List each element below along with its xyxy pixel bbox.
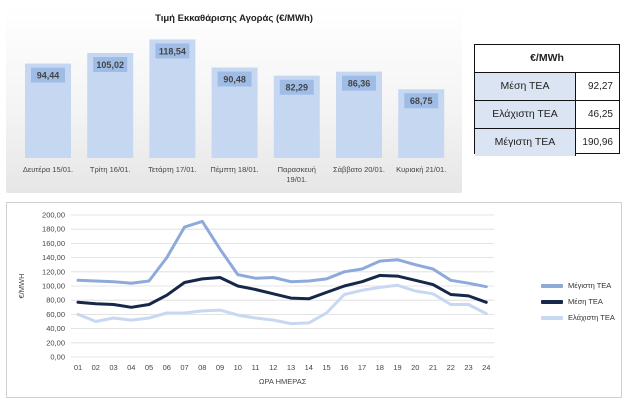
series-line-max xyxy=(76,219,488,289)
series-line-mean xyxy=(76,273,488,309)
bar-chart: 94,44 Δευτέρα 15/01. 105,02 Τρίτη 16/01. 118… xyxy=(23,39,446,184)
series-line-min xyxy=(76,283,488,326)
bar-value-box xyxy=(279,79,314,95)
bar-value-box xyxy=(217,71,252,87)
x-tick-label: 06 xyxy=(163,363,171,372)
bar-value-box xyxy=(31,67,65,83)
stats-row-label: Ελάχιστη ΤΕΑ xyxy=(475,101,576,128)
x-tick-label: 05 xyxy=(145,363,153,372)
bar-category-label: Σάββατο 20/01. xyxy=(333,165,385,174)
x-tick-label: 03 xyxy=(109,363,117,372)
y-tick-label: 200,00 xyxy=(42,211,65,220)
x-tick-label: 02 xyxy=(92,363,100,372)
bar-value-label: 82,29 xyxy=(286,83,309,93)
x-tick-label: 11 xyxy=(252,363,260,372)
y-tick-label: 60,00 xyxy=(46,310,65,319)
stats-table: €/MWh Μέση ΤΕΑ 92,27 Ελάχιστη ΤΕΑ 46,25 … xyxy=(474,44,620,156)
x-axis-title: ΩΡΑ ΗΜΕΡΑΣ xyxy=(259,377,307,386)
x-tick-label: 09 xyxy=(216,363,224,372)
stats-row-value: 190,96 xyxy=(582,137,613,148)
y-tick-label: 80,00 xyxy=(46,296,65,305)
bar-value-box xyxy=(155,43,190,59)
bar-category-label: Πέμπτη 18/01. xyxy=(210,165,258,174)
line-chart: 0,00 20,00 40,00 60,00 80,00 100,00 120,00 140,… xyxy=(17,211,495,386)
y-tick-label: 40,00 xyxy=(46,324,65,333)
bar-chart-panel: Τιμή Εκκαθάρισης Αγοράς (€/MWh) 94,44 Δευ… xyxy=(6,6,462,193)
bar-chart-title: Τιμή Εκκαθάρισης Αγοράς (€/MWh) xyxy=(155,13,313,24)
y-tick-label: 100,00 xyxy=(42,282,65,291)
x-tick-label: 14 xyxy=(305,363,313,372)
x-tick-label: 15 xyxy=(322,363,330,372)
bar-category-label: Παρασκευή xyxy=(278,165,316,174)
bar-value-label: 68,75 xyxy=(410,96,433,106)
y-tick-label: 0,00 xyxy=(50,353,65,362)
bar xyxy=(149,39,196,158)
bar-value-box xyxy=(93,56,128,72)
legend-swatch-max xyxy=(541,283,563,288)
y-tick-label: 20,00 xyxy=(46,338,65,347)
stats-table-header: €/MWh xyxy=(475,45,619,73)
legend-label-min: Ελάχιστη ΤΕΑ xyxy=(568,313,615,322)
x-tick-label: 17 xyxy=(358,363,366,372)
x-tick-label: 21 xyxy=(429,363,437,372)
bar-value-label: 86,36 xyxy=(348,78,371,88)
y-axis-title: €/MWH xyxy=(17,274,26,299)
x-tick-label: 20 xyxy=(411,363,419,372)
y-tick-label: 180,00 xyxy=(42,225,65,234)
legend-swatch-mean xyxy=(541,299,563,304)
bar-category-label: Τετάρτη 17/01. xyxy=(148,165,197,174)
bar-value-label: 105,02 xyxy=(96,60,124,70)
y-tick-label: 140,00 xyxy=(42,253,65,262)
bar-value-label: 90,48 xyxy=(223,74,246,84)
stats-row-value: 46,25 xyxy=(587,109,613,120)
legend-swatch-min xyxy=(541,315,563,320)
stats-row-max: Μέγιστη ΤΕΑ 190,96 xyxy=(475,129,619,156)
stats-row-value: 92,27 xyxy=(587,81,613,92)
legend-item-min: Ελάχιστη ΤΕΑ xyxy=(541,313,615,322)
line-chart-panel: 0,00 20,00 40,00 60,00 80,00 100,00 120,00 140,… xyxy=(6,202,622,398)
legend-item-mean: Μέση ΤΕΑ xyxy=(541,297,603,306)
x-tick-label: 22 xyxy=(447,363,455,372)
x-tick-label: 01 xyxy=(74,363,82,372)
x-tick-label: 08 xyxy=(198,363,206,372)
y-tick-label: 160,00 xyxy=(42,239,65,248)
bar-value-label: 94,44 xyxy=(37,70,60,80)
stats-row-min: Ελάχιστη ΤΕΑ 46,25 xyxy=(475,101,619,129)
x-tick-label: 10 xyxy=(234,363,242,372)
x-tick-label: 23 xyxy=(464,363,472,372)
x-tick-label: 16 xyxy=(340,363,348,372)
bar-category-label: Τρίτη 16/01. xyxy=(90,165,131,174)
bar-value-box xyxy=(404,93,439,109)
bar-category-label: Κυριακή 21/01. xyxy=(396,165,446,174)
legend-label-max: Μέγιστη ΤΕΑ xyxy=(568,281,612,290)
x-tick-label: 07 xyxy=(180,363,188,372)
stats-row-label: Μέση ΤΕΑ xyxy=(475,73,576,100)
legend-item-max: Μέγιστη ΤΕΑ xyxy=(541,281,611,290)
x-tick-label: 19 xyxy=(393,363,401,372)
bar-category-label: Δευτέρα 15/01. xyxy=(23,165,73,174)
stats-row-label: Μέγιστη ΤΕΑ xyxy=(475,129,576,156)
x-tick-label: 24 xyxy=(482,363,490,372)
x-tick-label: 04 xyxy=(127,363,135,372)
stats-row-mean: Μέση ΤΕΑ 92,27 xyxy=(475,73,619,101)
legend-label-mean: Μέση ΤΕΑ xyxy=(568,297,603,306)
y-tick-label: 120,00 xyxy=(42,267,65,276)
x-tick-label: 18 xyxy=(376,363,384,372)
x-tick-label: 13 xyxy=(287,363,295,372)
x-tick-label: 12 xyxy=(269,363,277,372)
bar-value-box xyxy=(342,75,376,91)
bar-value-label: 118,54 xyxy=(159,46,186,56)
bar-category-label: 19/01. xyxy=(286,175,307,184)
